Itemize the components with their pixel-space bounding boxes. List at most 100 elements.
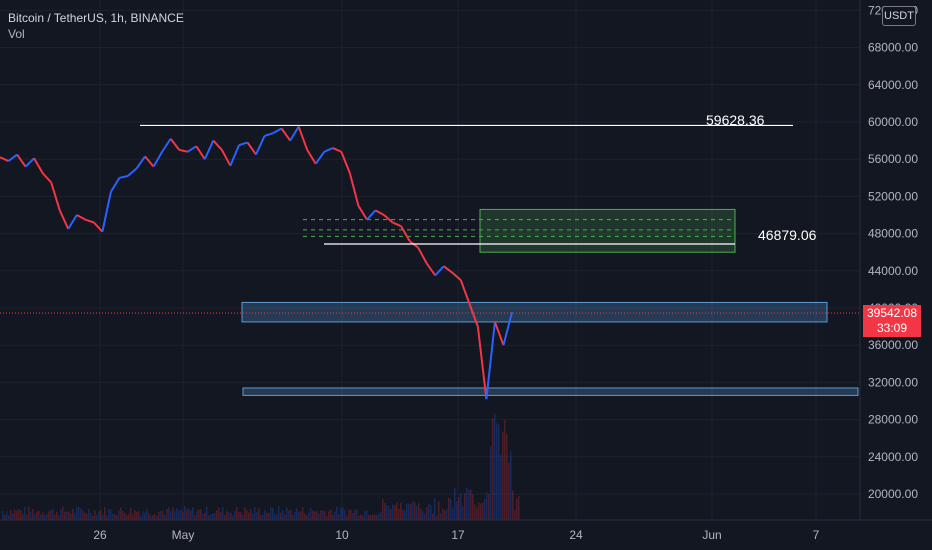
volume-bar bbox=[58, 515, 60, 520]
volume-bar bbox=[152, 515, 154, 520]
volume-bar bbox=[286, 507, 288, 520]
volume-bar bbox=[206, 506, 208, 520]
volume-bar bbox=[304, 513, 306, 520]
series-segment bbox=[212, 139, 223, 151]
series-segment bbox=[161, 138, 172, 153]
volume-bar bbox=[474, 504, 476, 520]
series-segment bbox=[127, 167, 138, 177]
volume-bar bbox=[162, 510, 164, 520]
volume-bar bbox=[420, 508, 422, 520]
x-tick-label: 7 bbox=[813, 528, 820, 542]
volume-bar bbox=[194, 515, 196, 520]
volume-bar bbox=[160, 510, 162, 520]
volume-bar bbox=[242, 514, 244, 520]
x-tick-label: May bbox=[172, 528, 195, 542]
volume-bar bbox=[482, 502, 484, 520]
volume-bar bbox=[108, 508, 110, 520]
volume-bar bbox=[94, 510, 96, 520]
series-segment bbox=[178, 148, 188, 153]
time-scale: 26 May 10 17 24 Jun 7 bbox=[93, 528, 819, 542]
volume-bar bbox=[456, 501, 458, 520]
volume-bar bbox=[198, 509, 200, 520]
symbol-title[interactable]: Bitcoin / TetherUS, 1h, BINANCE bbox=[8, 11, 184, 25]
volume-bar bbox=[222, 507, 224, 520]
volume-bar bbox=[156, 515, 158, 520]
series-segment bbox=[400, 225, 411, 242]
volume-bar bbox=[116, 515, 118, 520]
volume-bar bbox=[52, 508, 54, 520]
volume-bar bbox=[68, 511, 70, 520]
volume-bar bbox=[216, 510, 218, 520]
volume-bar bbox=[166, 509, 168, 520]
volume-bar bbox=[422, 511, 424, 520]
volume-bar bbox=[388, 506, 390, 520]
series-segment bbox=[203, 140, 215, 160]
volume-bar bbox=[320, 510, 322, 520]
series-segment bbox=[264, 132, 274, 137]
volume-bar bbox=[504, 420, 506, 520]
volume-bar bbox=[192, 507, 194, 520]
volume-bar bbox=[214, 512, 216, 520]
volume-bar bbox=[310, 507, 312, 520]
volume-bar bbox=[306, 515, 308, 520]
volume-bar bbox=[218, 507, 220, 520]
volume-bar bbox=[128, 513, 130, 520]
volume-bar bbox=[190, 510, 192, 520]
volume-bar bbox=[12, 513, 14, 520]
currency-badge[interactable]: USDT bbox=[882, 6, 916, 26]
volume-bar bbox=[464, 493, 466, 520]
series-segment bbox=[195, 145, 206, 160]
y-tick-label: 68000.00 bbox=[868, 41, 918, 55]
volume-bar bbox=[470, 489, 472, 520]
volume-bar bbox=[302, 507, 304, 520]
series-segment bbox=[502, 312, 513, 346]
volume-bar bbox=[410, 503, 412, 520]
volume-bar bbox=[20, 510, 22, 520]
volume-bar bbox=[334, 511, 336, 520]
volume-bar bbox=[182, 511, 184, 520]
volume-bar bbox=[176, 508, 178, 520]
volume-bar bbox=[186, 509, 188, 520]
volume-bar bbox=[120, 507, 122, 520]
volume-indicator-label[interactable]: Vol bbox=[8, 27, 25, 41]
volume-bar bbox=[338, 514, 340, 520]
volume-bar bbox=[486, 492, 488, 520]
series-segment bbox=[451, 271, 462, 281]
volume-bar bbox=[498, 424, 500, 520]
volume-bar bbox=[132, 514, 134, 520]
volume-bar bbox=[238, 511, 240, 520]
volume-bar bbox=[90, 513, 92, 520]
volume-bar bbox=[454, 487, 456, 520]
volume-bar bbox=[314, 511, 316, 520]
volume-bar bbox=[4, 514, 6, 520]
volume-bar bbox=[256, 512, 258, 520]
y-tick-label: 24000.00 bbox=[868, 450, 918, 464]
series-segment bbox=[340, 151, 351, 174]
y-tick-label: 48000.00 bbox=[868, 227, 918, 241]
volume-bar bbox=[276, 514, 278, 520]
volume-bar bbox=[228, 511, 230, 520]
volume-bar bbox=[80, 508, 82, 520]
level-label-lower: 46879.06 bbox=[758, 227, 817, 243]
volume-bar bbox=[272, 508, 274, 520]
series-segment bbox=[383, 214, 394, 224]
volume-bar bbox=[168, 506, 170, 520]
volume-bar bbox=[38, 510, 40, 520]
volume-bar bbox=[92, 515, 94, 520]
y-tick-label: 32000.00 bbox=[868, 375, 918, 389]
volume-bar bbox=[318, 513, 320, 520]
volume-bar bbox=[78, 506, 80, 520]
volume-bar bbox=[200, 509, 202, 520]
volume-bar bbox=[22, 514, 24, 520]
x-tick-label: 26 bbox=[93, 528, 107, 542]
series-segment bbox=[135, 155, 146, 170]
volume-bar bbox=[412, 501, 414, 520]
volume-bar bbox=[40, 514, 42, 520]
volume-bar bbox=[340, 507, 342, 520]
volume-bar bbox=[104, 507, 106, 520]
volume-bar bbox=[236, 506, 238, 520]
x-tick-label: 24 bbox=[569, 528, 583, 542]
volume-bar bbox=[148, 513, 150, 520]
volume-bar bbox=[406, 503, 408, 520]
